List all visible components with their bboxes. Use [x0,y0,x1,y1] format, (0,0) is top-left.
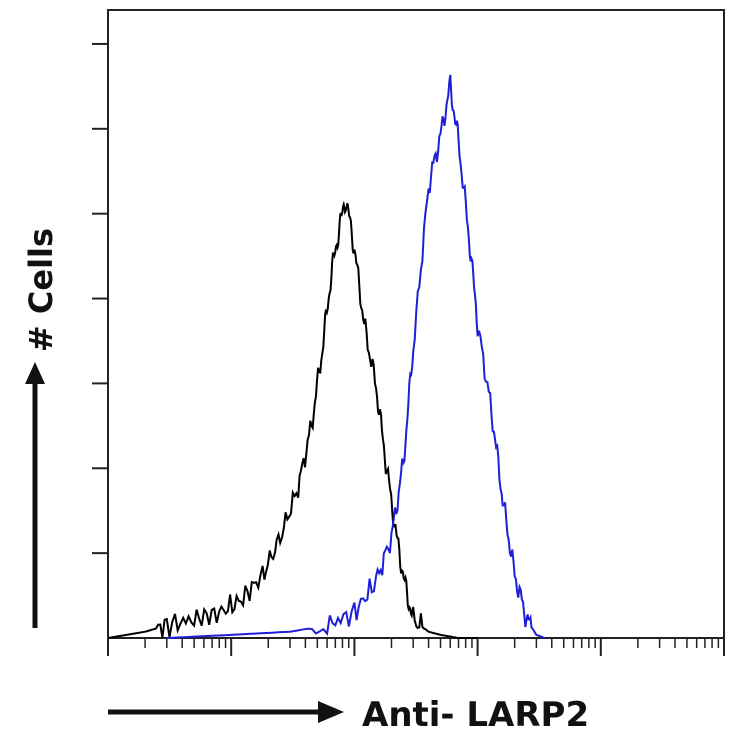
y-axis-arrow [25,362,45,628]
x-axis-label: Anti- LARP2 [362,695,589,731]
series-line [166,74,545,639]
y-axis-ticks [92,42,108,555]
series-0 [107,200,478,639]
x-axis-arrow [108,701,344,723]
x-axis-ticks [107,638,725,656]
series-layer [107,74,545,639]
series-line [107,200,478,639]
y-axis-label: # Cells [22,228,60,352]
series-1 [166,74,545,639]
plot-frame [107,9,725,639]
